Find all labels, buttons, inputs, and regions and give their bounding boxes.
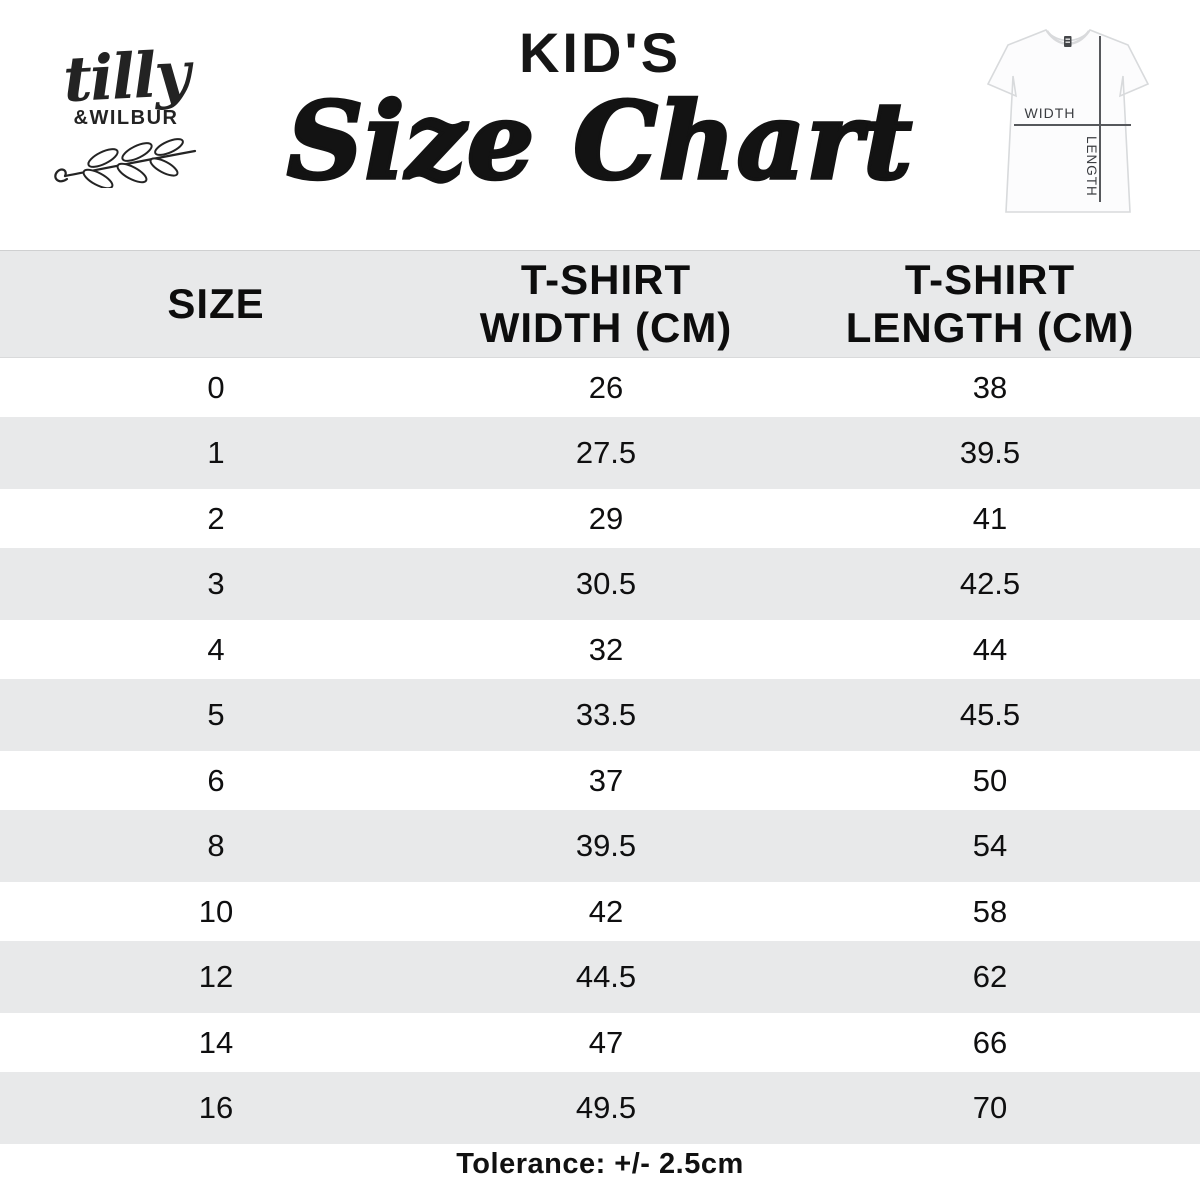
length-label: LENGTH (1084, 136, 1099, 197)
size-cell: 3 (0, 548, 432, 620)
column-header-size: SIZE (0, 250, 432, 358)
table-row: 5 33.5 45.5 (0, 679, 1200, 751)
size-table-header: SIZE T-SHIRT WIDTH (CM) T-SHIRT LENGTH (… (0, 250, 1200, 358)
tshirt-diagram: WIDTH LENGTH (986, 29, 1150, 213)
brand-caps-name: &WILBUR (73, 106, 179, 129)
length-cell: 54 (780, 810, 1200, 882)
size-cell: 10 (0, 882, 432, 941)
width-cell: 29 (432, 489, 780, 548)
page-title: Size Chart (285, 78, 914, 203)
size-cell: 2 (0, 489, 432, 548)
length-cell: 39.5 (780, 417, 1200, 489)
width-cell: 44.5 (432, 941, 780, 1013)
length-cell: 38 (780, 357, 1200, 417)
table-row: 1 27.5 39.5 (0, 417, 1200, 489)
length-cell: 62 (780, 941, 1200, 1013)
size-cell: 4 (0, 620, 432, 679)
width-cell: 26 (432, 357, 780, 417)
table-row: 3 30.5 42.5 (0, 548, 1200, 620)
column-header-text: T-SHIRT (904, 256, 1076, 303)
table-row: 8 39.5 54 (0, 810, 1200, 882)
column-header-text: T-SHIRT (520, 256, 692, 303)
tolerance-note: Tolerance: +/- 2.5cm (456, 1148, 744, 1180)
table-row: 0 26 38 (0, 357, 1200, 417)
width-cell: 37 (432, 751, 780, 810)
width-cell: 47 (432, 1013, 780, 1072)
table-row: 10 42 58 (0, 882, 1200, 941)
length-cell: 66 (780, 1013, 1200, 1072)
column-header-text: SIZE (167, 280, 265, 327)
column-header-text: LENGTH (CM) (845, 304, 1135, 351)
brand-script-name: tilly (61, 36, 191, 117)
width-cell: 49.5 (432, 1072, 780, 1144)
length-cell: 70 (780, 1072, 1200, 1144)
size-cell: 6 (0, 751, 432, 810)
size-table-body: 0 26 38 1 27.5 39.5 2 29 41 3 30.5 42.5 4 32 44 5 33.5 45… (0, 357, 1200, 1144)
brand-logo: tilly &WILBUR (50, 37, 202, 193)
size-cell: 0 (0, 357, 432, 417)
length-cell: 50 (780, 751, 1200, 810)
size-cell: 1 (0, 417, 432, 489)
length-cell: 58 (780, 882, 1200, 941)
width-label: WIDTH (1025, 105, 1076, 121)
width-cell: 32 (432, 620, 780, 679)
table-row: 4 32 44 (0, 620, 1200, 679)
size-cell: 16 (0, 1072, 432, 1144)
title-block: KID'S Size Chart (240, 20, 960, 203)
laurel-branch-icon (54, 137, 197, 190)
size-cell: 14 (0, 1013, 432, 1072)
column-header-text: WIDTH (CM) (479, 304, 733, 351)
length-cell: 41 (780, 489, 1200, 548)
size-table: SIZE T-SHIRT WIDTH (CM) T-SHIRT LENGTH (… (0, 250, 1200, 1144)
table-row: 14 47 66 (0, 1013, 1200, 1072)
table-row: 12 44.5 62 (0, 941, 1200, 1013)
size-cell: 12 (0, 941, 432, 1013)
table-row: 16 49.5 70 (0, 1072, 1200, 1144)
column-header-length: T-SHIRT LENGTH (CM) (780, 250, 1200, 358)
length-cell: 42.5 (780, 548, 1200, 620)
width-cell: 42 (432, 882, 780, 941)
width-cell: 27.5 (432, 417, 780, 489)
table-row: 6 37 50 (0, 751, 1200, 810)
column-header-width: T-SHIRT WIDTH (CM) (432, 250, 780, 358)
width-cell: 39.5 (432, 810, 780, 882)
width-cell: 33.5 (432, 679, 780, 751)
tshirt-outline (986, 29, 1150, 213)
title-kicker: KID'S (518, 21, 682, 84)
size-cell: 5 (0, 679, 432, 751)
neck-label-line (1065, 41, 1070, 43)
length-cell: 45.5 (780, 679, 1200, 751)
size-cell: 8 (0, 810, 432, 882)
length-cell: 44 (780, 620, 1200, 679)
neck-label-line (1065, 38, 1070, 40)
table-row: 2 29 41 (0, 489, 1200, 548)
width-cell: 30.5 (432, 548, 780, 620)
